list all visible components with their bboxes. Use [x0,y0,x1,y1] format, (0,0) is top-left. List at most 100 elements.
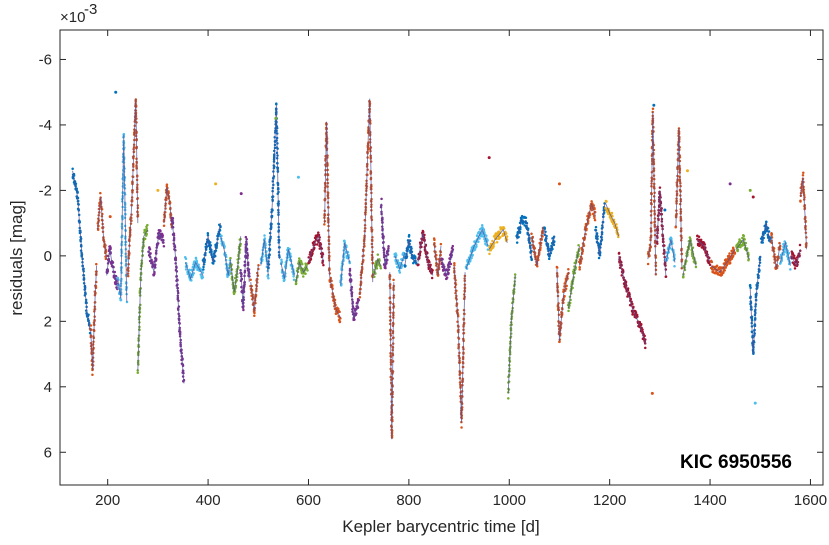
y-axis: -6 -4 -2 0 2 4 6 [39,51,823,461]
data-point [793,267,797,270]
data-point [787,251,791,255]
data-point [491,239,494,243]
series-segment-18 [279,246,296,283]
data-point [597,256,601,260]
data-point [244,235,248,239]
trend-line [531,226,544,266]
data-point [317,233,321,237]
trend-line [760,222,771,243]
data-point [578,268,581,271]
y-exponent-power: -3 [84,1,97,18]
data-point [628,293,631,296]
series-segment-40 [555,265,570,344]
data-point [478,237,481,240]
data-point [162,224,166,227]
trend-line [417,232,434,276]
series-segment-32 [440,244,455,281]
trend-line [97,196,108,260]
series-segment-12 [219,234,232,278]
outlier-point [650,391,654,395]
series-segment-19 [294,257,309,286]
data-point [793,257,797,260]
trend-line [359,98,374,296]
data-point [304,272,307,275]
series-segment-23 [348,267,361,322]
y-tick-label: 2 [44,313,52,330]
outlier-point [114,90,118,94]
data-point [119,298,123,302]
data-point [736,249,739,253]
data-point [194,257,198,260]
trend-line [656,190,667,276]
data-point [201,276,205,279]
series-segment-56 [770,232,782,270]
outlier-points [108,90,757,405]
data-point [673,265,676,268]
data-point [206,234,210,237]
data-point [445,276,449,279]
data-point [288,247,291,251]
data-point [253,314,256,318]
trend-line [799,177,807,250]
series-segment-17 [267,102,281,270]
series-segment-28 [393,251,406,274]
trend-line [230,236,242,292]
series-segment-1 [89,262,98,376]
y-tick-label: -4 [39,117,52,134]
data-point [387,246,390,250]
data-point [95,262,98,266]
data-point [765,220,768,224]
data-point [292,275,295,278]
trend-line [735,238,750,260]
trend-line [556,269,569,342]
data-point [161,234,165,237]
data-point [376,253,380,256]
data-point [744,241,748,245]
data-point [762,236,765,240]
data-point [297,257,301,260]
outlier-point [557,182,561,186]
data-point [593,206,596,210]
data-point [795,258,798,262]
data-point [447,271,450,275]
series-segment-38 [530,226,545,268]
trend-line [696,239,711,263]
trend-line [250,265,259,312]
data-point [793,254,796,258]
trend-line [340,242,351,286]
data-point [486,239,489,242]
series-segment-26 [379,197,390,270]
data-point [202,268,205,271]
trend-line [465,228,489,270]
series-segment-27 [388,272,396,440]
data-point [728,261,732,265]
data-point [449,262,453,266]
trend-line [394,252,406,271]
data-point [300,262,304,266]
trend-line [618,255,647,345]
data-point [486,248,490,251]
series-segment-50 [681,236,698,279]
data-point [592,204,595,207]
series-segment-41 [566,243,581,313]
series-segment-55 [759,220,772,244]
x-tick-label: 1600 [794,492,827,509]
series-segment-51 [696,234,712,267]
data-point [460,426,463,429]
series-segment-24 [358,98,375,299]
data-point [202,265,205,269]
series-segment-59 [799,171,808,250]
data-point [375,267,379,270]
data-point [184,268,188,271]
data-point [283,278,286,282]
data-point [505,235,509,238]
data-point [302,275,305,278]
trend-line [163,187,173,230]
data-point [552,243,556,247]
data-point [644,346,647,350]
data-point [195,260,199,263]
series-segment-10 [183,255,205,282]
series-segment-36 [507,273,517,400]
data-point [305,263,308,266]
